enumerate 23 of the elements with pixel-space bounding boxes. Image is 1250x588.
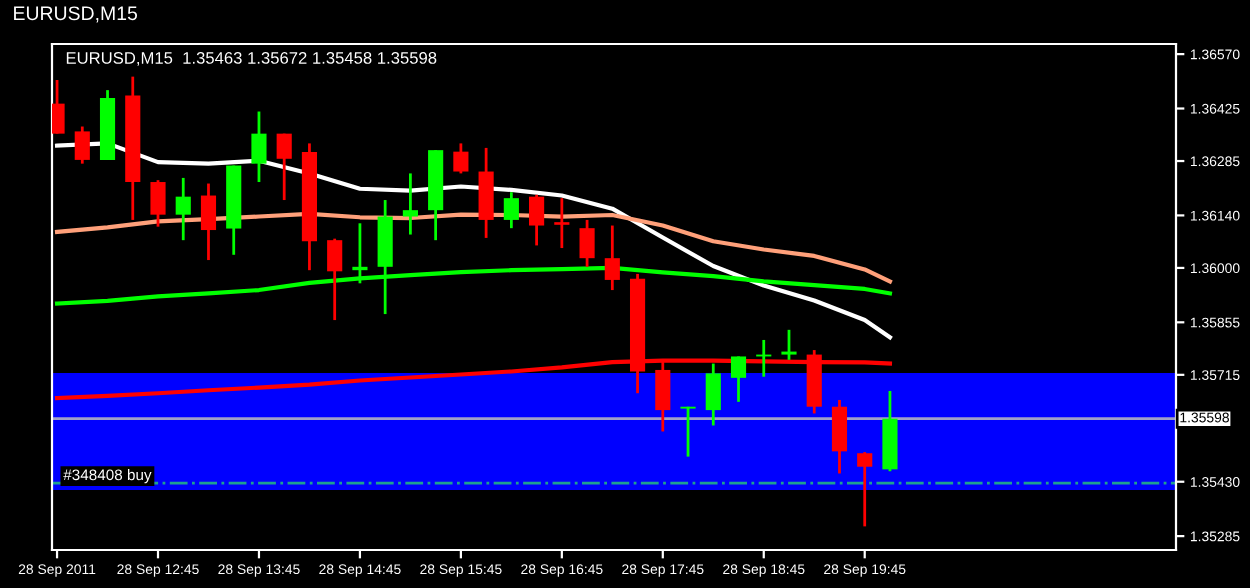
candlestick bbox=[327, 237, 343, 322]
candlestick bbox=[175, 176, 191, 242]
candlestick bbox=[74, 125, 90, 166]
candlestick bbox=[554, 196, 570, 250]
candlestick bbox=[276, 132, 292, 202]
candlestick bbox=[604, 224, 620, 292]
candlestick bbox=[251, 110, 267, 184]
candlestick bbox=[402, 172, 418, 236]
candlestick bbox=[831, 398, 848, 475]
candlestick bbox=[730, 355, 747, 404]
candlestick bbox=[52, 78, 65, 136]
candlestick bbox=[857, 450, 873, 528]
candlestick bbox=[150, 178, 166, 229]
candlestick bbox=[579, 218, 595, 269]
candlestick bbox=[453, 142, 469, 175]
candlestick bbox=[200, 182, 217, 262]
chart-subtitle: EURUSD,M15 1.35463 1.35672 1.35458 1.35598 bbox=[66, 52, 437, 66]
candlestick bbox=[680, 405, 696, 458]
chart-title: EURUSD,M15 bbox=[14, 6, 138, 23]
candlestick bbox=[503, 190, 519, 230]
candlestick bbox=[705, 362, 721, 427]
candlestick bbox=[529, 193, 545, 247]
candlestick bbox=[781, 328, 797, 362]
